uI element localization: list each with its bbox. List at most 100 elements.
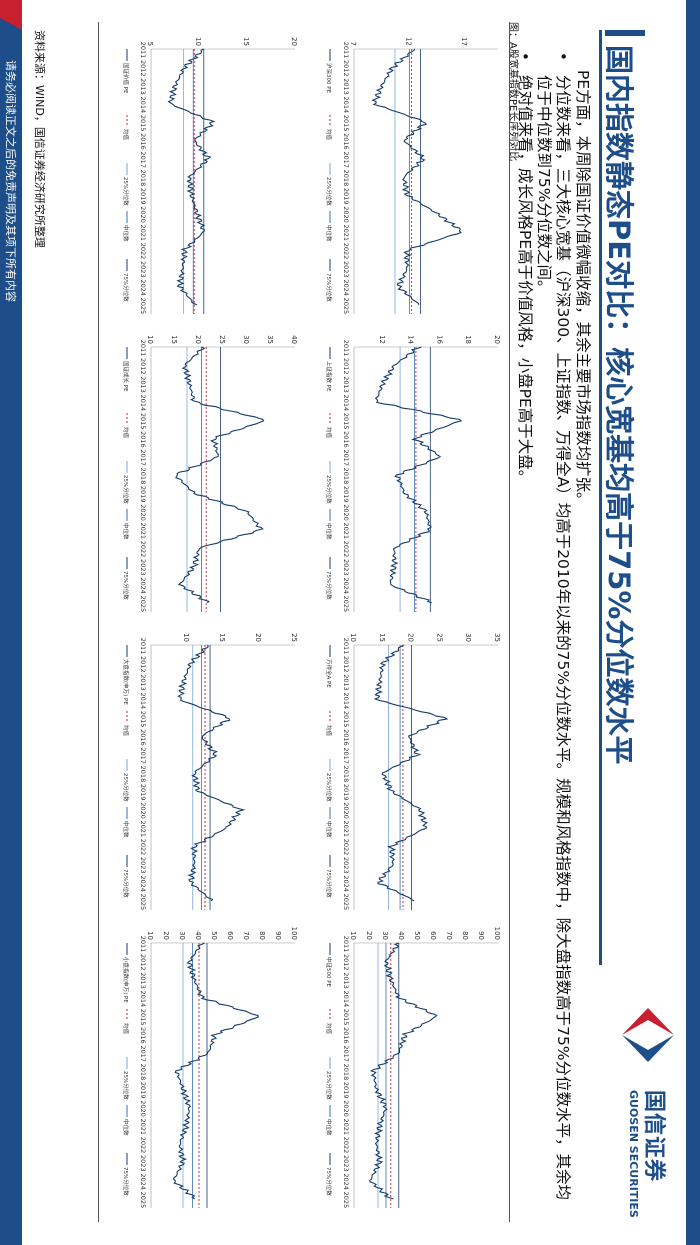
x-tick-label: 2016 [139, 431, 147, 448]
x-tick-label: 2021 [139, 224, 147, 241]
x-tick-label: 2019 [342, 1082, 350, 1099]
legend-median-label: 中位数 [325, 821, 333, 838]
x-tick-label: 2018 [139, 468, 147, 485]
x-tick-label: 2016 [342, 133, 350, 150]
y-tick-label: 10 [349, 633, 357, 642]
legend-series-label: 沪深300 PE [325, 63, 333, 94]
legend-mean-label: 均值 [122, 725, 130, 737]
x-tick-label: 2025 [342, 894, 350, 911]
y-tick-label: 15 [242, 37, 250, 46]
x-tick-label: 2012 [342, 358, 350, 375]
y-tick-label: 20 [407, 633, 415, 642]
legend-median-label: 中位数 [325, 1119, 333, 1136]
x-tick-label: 2018 [342, 468, 350, 485]
x-tick-label: 2013 [139, 376, 147, 393]
x-tick-label: 2014 [342, 395, 350, 412]
chart-6: 10 15 20 25 30 35 4020112012201320142015201620… [122, 335, 298, 612]
y-tick-label: 30 [242, 335, 250, 344]
legend-series-label: 中证500 PE [325, 957, 333, 988]
chart-4: 10 20 30 40 50 60 70 80 90 1002011201220132014201… [325, 927, 501, 1209]
x-tick-label: 2018 [342, 766, 350, 783]
y-tick-label: 70 [445, 931, 453, 940]
y-tick-label: 20 [290, 37, 298, 46]
brand-name-en: GUOSEN SECURITIES [627, 1090, 640, 1218]
x-tick-label: 2011 [139, 936, 147, 953]
x-tick-label: 2018 [139, 1064, 147, 1081]
x-tick-label: 2025 [139, 894, 147, 911]
legend-p25-label: 25%分位数 [122, 773, 130, 802]
y-tick-label: 100 [290, 927, 298, 940]
y-tick-label: 50 [413, 931, 421, 940]
x-tick-label: 2019 [139, 1082, 147, 1099]
x-tick-label: 2013 [342, 674, 350, 691]
x-tick-label: 2013 [342, 78, 350, 95]
legend-series-label: 上证指数 PE [325, 361, 333, 392]
x-tick-label: 2011 [139, 638, 147, 655]
x-tick-label: 2016 [139, 133, 147, 150]
x-tick-label: 2020 [342, 1100, 350, 1117]
x-tick-label: 2012 [342, 954, 350, 971]
y-tick-label: 25 [290, 633, 298, 642]
x-tick-label: 2023 [342, 559, 350, 576]
y-tick-label: 80 [258, 931, 266, 940]
x-tick-label: 2015 [342, 1009, 350, 1026]
x-tick-label: 2016 [139, 1027, 147, 1044]
x-tick-label: 2018 [342, 170, 350, 187]
y-tick-label: 7 [349, 42, 357, 46]
x-tick-label: 2019 [342, 784, 350, 801]
x-tick-label: 2019 [139, 486, 147, 503]
y-tick-label: 40 [194, 931, 202, 940]
x-tick-label: 2020 [342, 802, 350, 819]
x-tick-label: 2012 [139, 358, 147, 375]
y-tick-label: 17 [460, 37, 468, 46]
x-tick-label: 2015 [139, 1009, 147, 1026]
x-tick-label: 2014 [342, 97, 350, 114]
x-tick-label: 2024 [342, 577, 350, 594]
legend-series-label: 万得全A PE [325, 659, 333, 688]
x-tick-label: 2017 [342, 1045, 350, 1062]
legend-median-label: 中位数 [325, 523, 333, 540]
x-tick-label: 2022 [139, 243, 147, 260]
legend-p25-label: 25%分位数 [325, 475, 333, 504]
x-tick-label: 2015 [139, 413, 147, 430]
series-line [373, 644, 449, 902]
y-tick-label: 50 [210, 931, 218, 940]
series-line [172, 942, 259, 1200]
y-tick-label: 60 [429, 931, 437, 940]
x-tick-label: 2024 [139, 279, 147, 296]
x-tick-label: 2015 [139, 711, 147, 728]
y-tick-label: 90 [477, 931, 485, 940]
x-tick-label: 2015 [139, 115, 147, 132]
legend-median-label: 中位数 [122, 1119, 130, 1136]
x-tick-label: 2024 [139, 1173, 147, 1190]
x-tick-label: 2023 [139, 559, 147, 576]
y-tick-label: 10 [146, 335, 154, 344]
legend-median-label: 中位数 [122, 225, 130, 242]
x-tick-label: 2022 [139, 541, 147, 558]
x-tick-label: 2022 [139, 839, 147, 856]
x-tick-label: 2022 [342, 243, 350, 260]
x-tick-label: 2016 [342, 431, 350, 448]
legend-p25-label: 25%分位数 [122, 177, 130, 206]
x-tick-label: 2020 [139, 1100, 147, 1117]
chart-7: 10 15 20 2520112012201320142015201620172018… [122, 633, 298, 910]
legend-p25-label: 25%分位数 [325, 773, 333, 802]
x-tick-label: 2016 [342, 729, 350, 746]
legend-p75-label: 75%分位数 [122, 1167, 130, 1196]
charts-frame: 7 12 17 2011 2012 2013 2014 2015 2016 2017 2018 201… [98, 22, 510, 1222]
x-tick-label: 2024 [342, 875, 350, 892]
x-tick-label: 2011 [342, 42, 350, 59]
x-tick-label: 2017 [342, 151, 350, 168]
y-tick-label: 20 [493, 335, 501, 344]
x-tick-label: 2020 [342, 504, 350, 521]
legend-p75-label: 75%分位数 [325, 869, 333, 898]
x-tick-label: 2017 [139, 1045, 147, 1062]
y-tick-label: 20 [194, 335, 202, 344]
brand-name: 国信证券 [641, 1090, 666, 1183]
page-title: 国内指数静态PE对比：核心宽基均高于75%分位数水平 [602, 45, 636, 765]
legend-mean-label: 均值 [122, 129, 130, 141]
top-bar [686, 0, 700, 1245]
y-tick-label: 35 [493, 633, 501, 642]
corner-accent-icon [0, 0, 22, 30]
